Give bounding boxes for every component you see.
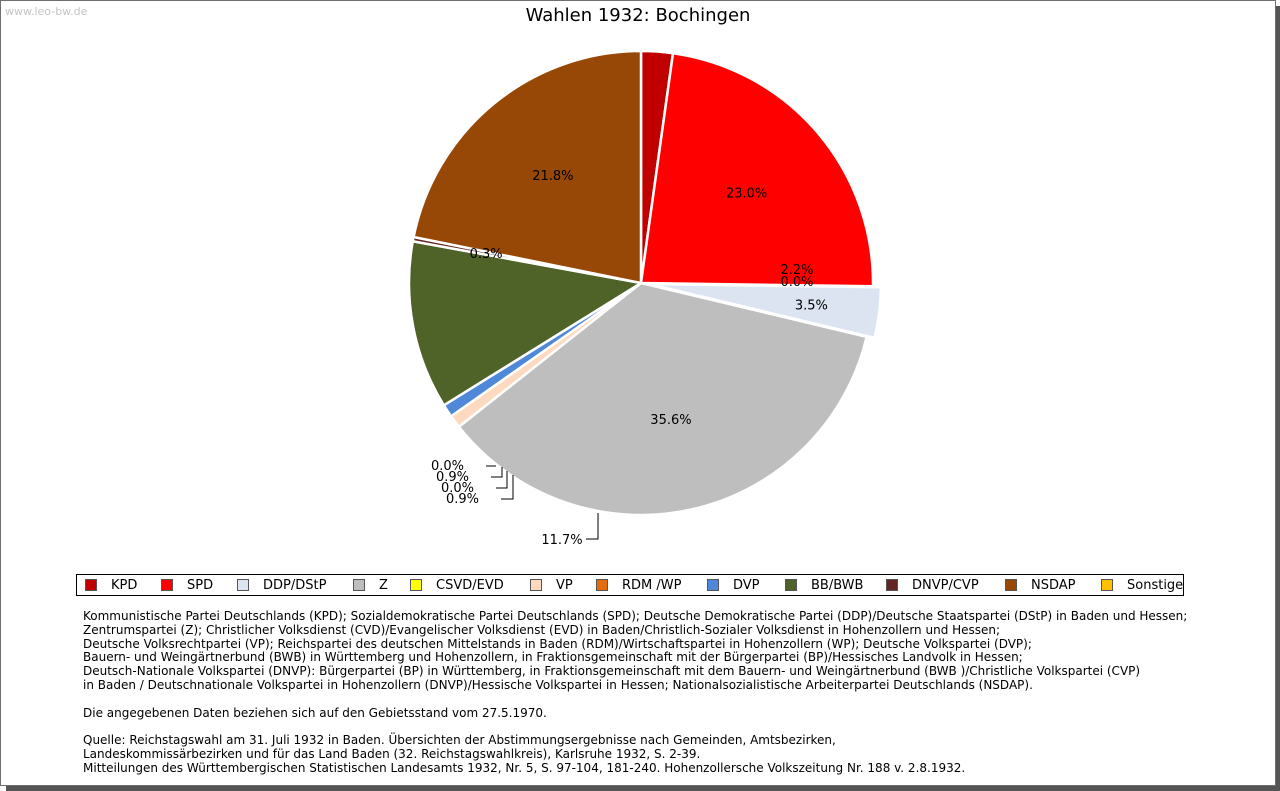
legend-label: VP xyxy=(556,577,573,593)
legend-label: DNVP/CVP xyxy=(912,577,979,593)
legend-label: BB/BWB xyxy=(811,577,864,593)
legend-swatch xyxy=(410,579,422,591)
legend-item-dnvp: DNVP/CVP xyxy=(886,575,979,595)
data-note: Die angegebenen Daten beziehen sich auf … xyxy=(83,705,547,720)
source-line: Mitteilungen des Württembergischen Stati… xyxy=(83,760,966,775)
party-note-line: Deutsch-Nationale Volkspartei (DNVP): Bü… xyxy=(83,664,1141,679)
legend-label: NSDAP xyxy=(1031,577,1076,593)
legend-item-spd: SPD xyxy=(161,575,213,595)
label-vp: 0.9% xyxy=(436,470,469,485)
label-csvd: 0.0% xyxy=(431,459,464,474)
pie-slices xyxy=(407,49,883,517)
legend-swatch xyxy=(530,579,542,591)
slice-bb xyxy=(407,239,645,407)
legend-swatch xyxy=(237,579,249,591)
legend-label: Sonstige xyxy=(1127,577,1184,593)
legend-label: CSVD/EVD xyxy=(436,577,504,593)
legend-swatch xyxy=(161,579,173,591)
frame-shadow-bottom xyxy=(6,785,1280,791)
label-dnvp: 0.3% xyxy=(470,247,503,262)
legend-swatch xyxy=(785,579,797,591)
watermark: www.leo-bw.de xyxy=(5,5,88,18)
frame-shadow-right xyxy=(1275,6,1280,791)
legend-swatch xyxy=(707,579,719,591)
label-spd: 23.0% xyxy=(726,186,767,201)
party-note-line: Deutsche Volksrechtpartei (VP); Reichspa… xyxy=(83,636,1032,651)
leader-line xyxy=(586,513,599,540)
pie-data-labels: 2.2%23.0%3.5%35.6%0.0%0.9%0.0%0.9%11.7%0… xyxy=(431,169,828,548)
legend-label: DDP/DStP xyxy=(263,577,327,593)
legend-item-rdm: RDM /WP xyxy=(596,575,681,595)
leader-line xyxy=(501,475,514,500)
legend-swatch xyxy=(85,579,97,591)
label-z: 35.6% xyxy=(650,413,691,428)
label-ddp: 3.5% xyxy=(795,298,828,313)
source-line: Quelle: Reichstagswahl am 31. Juli 1932 … xyxy=(83,733,836,748)
label-nsdap: 21.8% xyxy=(532,169,573,184)
footnotes: Kommunistische Partei Deutschlands (KPD)… xyxy=(83,609,1233,776)
leader-line xyxy=(496,471,508,489)
legend-item-nsdap: NSDAP xyxy=(1005,575,1076,595)
legend-swatch xyxy=(1101,579,1113,591)
legend-swatch xyxy=(596,579,608,591)
legend-label: KPD xyxy=(111,577,138,593)
slice-spd xyxy=(639,51,875,288)
party-note-line: Kommunistische Partei Deutschlands (KPD)… xyxy=(83,609,1188,623)
label-kpd: 2.2% xyxy=(780,263,813,278)
legend-swatch xyxy=(1005,579,1017,591)
legend-label: SPD xyxy=(187,577,214,593)
party-note-line: Zentrumspartei (Z); Christlicher Volksdi… xyxy=(83,622,1001,637)
party-note-line: in Baden / Deutschnationale Volkspartei … xyxy=(83,677,1033,692)
legend-item-dvp: DVP xyxy=(707,575,760,595)
source-line: Landeskommissärbezirken und für das Land… xyxy=(83,746,701,761)
legend-label: Z xyxy=(379,577,388,593)
legend-item-bb: BB/BWB xyxy=(785,575,863,595)
legend-item-kpd: KPD xyxy=(85,575,137,595)
slice-z xyxy=(457,281,869,517)
label-dvp: 0.9% xyxy=(446,492,479,507)
label-leader-lines xyxy=(486,465,599,540)
label-rdm: 0.0% xyxy=(441,481,474,496)
label-bb: 11.7% xyxy=(541,533,582,548)
chart-title: Wahlen 1932: Bochingen xyxy=(525,5,751,26)
label-sonstige: 0.0% xyxy=(780,275,813,290)
legend-item-csvd: CSVD/EVD xyxy=(410,575,504,595)
legend-item-vp: VP xyxy=(530,575,573,595)
legend-label: RDM /WP xyxy=(622,577,682,593)
legend-item-ddp: DDP/DStP xyxy=(237,575,326,595)
legend-swatch xyxy=(886,579,898,591)
legend-item-sonstige: Sonstige xyxy=(1101,575,1183,595)
party-note-line: Bauern- und Weingärtnerbund (BWB) in Wür… xyxy=(83,650,1023,665)
leader-line xyxy=(491,467,503,478)
legend-item-z: Z xyxy=(353,575,388,595)
legend-swatch xyxy=(353,579,365,591)
slice-nsdap xyxy=(412,49,643,285)
pie-chart: 2.2%23.0%3.5%35.6%0.0%0.9%0.0%0.9%11.7%0… xyxy=(407,49,883,548)
legend-label: DVP xyxy=(733,577,760,593)
legend: KPD SPD DDP/DStP Z CSVD/EVD VP RDM /WP xyxy=(76,574,1184,596)
